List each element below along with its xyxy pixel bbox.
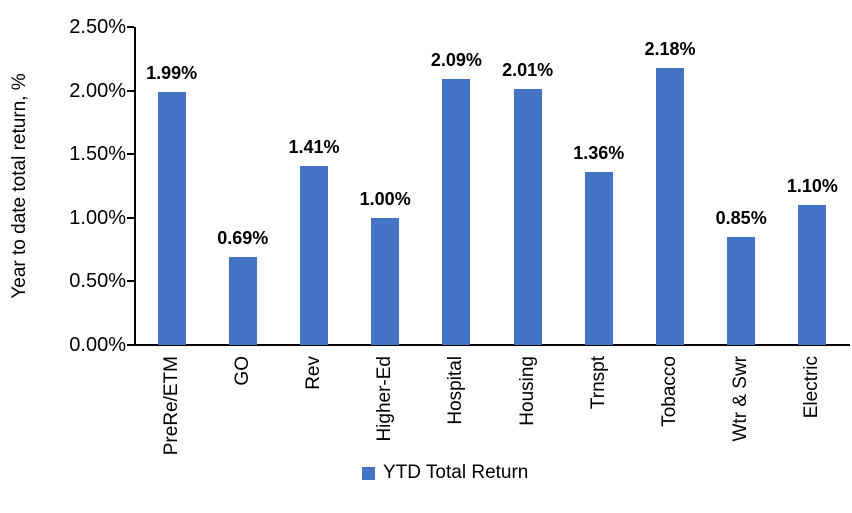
bar-rev (299, 165, 328, 345)
category-slot: Wtr & Swr (706, 356, 777, 464)
y-tick-label: 0.00% (69, 334, 126, 356)
bar-tobacco (655, 67, 684, 345)
bar-trnspt (584, 172, 613, 345)
category-label: Trnspt (587, 356, 609, 410)
bar-slot: 2.18% (634, 27, 705, 345)
category-label: Housing (516, 356, 538, 426)
category-label: Electric (801, 356, 823, 419)
category-label: Tobacco (658, 356, 680, 427)
y-tick-mark (127, 344, 134, 346)
bar-value-label: 2.01% (502, 60, 554, 81)
y-axis-tick-labels: 0.00% 0.50% 1.00% 1.50% 2.00% 2.50% (0, 16, 126, 356)
category-slot: Trnspt (563, 356, 634, 464)
category-label: GO (231, 356, 253, 386)
category-label: Wtr & Swr (730, 356, 752, 442)
category-slot: PreRe/ETM (136, 356, 207, 464)
bar-slot: 1.36% (563, 27, 634, 345)
bar-housing (513, 89, 542, 345)
bar-slot: 1.00% (350, 27, 421, 345)
category-slot: Rev (278, 356, 349, 464)
y-tick-mark (127, 89, 134, 92)
bar-value-label: 2.09% (430, 50, 482, 71)
x-axis-line (134, 344, 850, 346)
bar-value-label: 1.36% (573, 143, 625, 164)
bar-slot: 1.41% (278, 27, 349, 345)
bar-go (228, 257, 257, 345)
bar-value-label: 1.00% (359, 188, 411, 209)
y-tick-label: 0.50% (69, 270, 126, 293)
y-tick-label: 2.50% (69, 16, 126, 38)
bar-slot: 0.85% (706, 27, 777, 345)
category-slot: Housing (492, 356, 563, 464)
y-tick-mark (127, 26, 134, 28)
y-tick-label: 1.00% (69, 206, 126, 229)
category-slot: Electric (777, 356, 848, 464)
category-label: Hospital (445, 356, 467, 425)
category-slot: GO (207, 356, 278, 464)
y-tick-mark (127, 216, 134, 219)
legend-swatch-icon (362, 466, 375, 480)
bar-higher-ed (371, 217, 400, 345)
bar-value-label: 0.85% (715, 207, 767, 228)
bar-slot: 2.09% (421, 27, 492, 345)
category-slot: Higher-Ed (350, 356, 421, 464)
y-tick-mark (127, 280, 134, 283)
bar-value-label: 1.10% (786, 176, 838, 197)
y-axis-line (134, 27, 136, 346)
bar-value-label: 0.69% (217, 228, 269, 249)
bar-slot: 1.10% (777, 27, 848, 345)
bar-slot: 1.99% (136, 27, 207, 345)
bar-electric (798, 205, 827, 345)
y-tick-label: 2.00% (69, 79, 126, 102)
bar-value-label: 1.41% (288, 136, 340, 157)
category-label: Rev (302, 356, 324, 390)
legend: YTD Total Return (362, 462, 528, 484)
category-slot: Hospital (421, 356, 492, 464)
category-label: Higher-Ed (374, 356, 396, 442)
legend-label: YTD Total Return (383, 462, 529, 483)
bar-wtr-swr (727, 236, 756, 345)
x-axis-category-labels: PreRe/ETM GO Rev Higher-Ed Hospital Housing Tr… (136, 356, 848, 464)
bar-slot: 2.01% (492, 27, 563, 345)
plot-area: 1.99% 0.69% 1.41% 1.00% 2.09% 2.01% 1.36% 2.18%… (136, 27, 848, 345)
y-tick-label: 1.50% (69, 143, 126, 166)
bar-value-label: 2.18% (644, 38, 696, 59)
bar-hospital (442, 79, 471, 345)
bar-prere-etm (157, 91, 186, 345)
bar-slot: 0.69% (207, 27, 278, 345)
bar-value-label: 1.99% (146, 62, 198, 83)
category-slot: Tobacco (634, 356, 705, 464)
y-tick-mark (127, 153, 134, 156)
category-label: PreRe/ETM (160, 356, 182, 456)
